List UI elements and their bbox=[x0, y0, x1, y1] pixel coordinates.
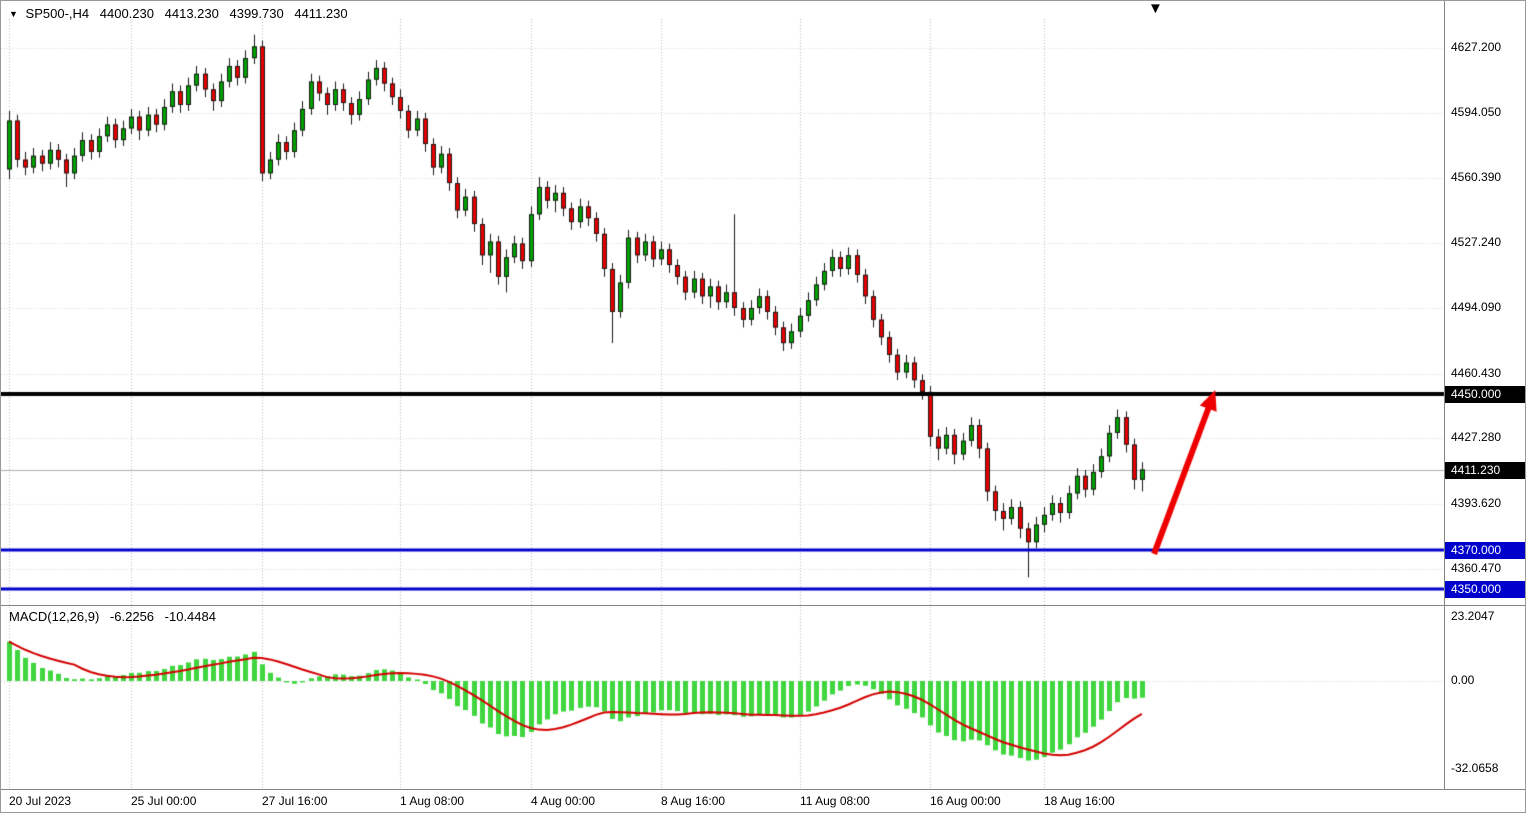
price-tick-label: 4560.390 bbox=[1451, 170, 1502, 185]
indicator-name: MACD(12,26,9) bbox=[9, 609, 100, 624]
indicator-signal-value: -10.4484 bbox=[164, 609, 216, 624]
price-tick-label: 4360.470 bbox=[1451, 560, 1502, 575]
price-tick-label: 4427.280 bbox=[1451, 430, 1502, 445]
indicator-macd-value: -6.2256 bbox=[109, 609, 155, 624]
time-axis-label: 8 Aug 16:00 bbox=[661, 794, 726, 808]
time-axis-label: 11 Aug 08:00 bbox=[800, 794, 870, 808]
price-tick-label: 4494.090 bbox=[1451, 299, 1502, 314]
symbol-dropdown-icon[interactable]: ▼ bbox=[9, 9, 18, 19]
price-tick-label: 4594.050 bbox=[1451, 104, 1502, 119]
time-axis-label: 18 Aug 16:00 bbox=[1044, 794, 1115, 808]
ohlc-high-value: 4413.230 bbox=[164, 6, 219, 21]
macd-tick-label: -32.0658 bbox=[1451, 761, 1499, 776]
time-axis-label: 20 Jul 2023 bbox=[9, 794, 72, 808]
price-tick-label: 4627.200 bbox=[1451, 40, 1502, 54]
chart-info-line: ▼ SP500-,H4 4400.230 4413.230 4399.730 4… bbox=[9, 6, 348, 21]
price-tick-label: 4460.430 bbox=[1451, 365, 1502, 380]
price-tick-label: 4527.240 bbox=[1451, 235, 1502, 250]
indicator-label: MACD(12,26,9) -6.2256 -10.4484 bbox=[9, 609, 223, 624]
time-axis-label: 27 Jul 16:00 bbox=[262, 794, 328, 808]
time-axis-separator bbox=[1, 789, 1525, 790]
symbol-period-label: SP500-,H4 bbox=[25, 6, 90, 21]
panel-separator[interactable] bbox=[1, 605, 1525, 606]
price-scale-separator bbox=[1444, 1, 1445, 789]
macd-tick-label: 23.2047 bbox=[1451, 609, 1495, 624]
time-axis-label: 25 Jul 00:00 bbox=[131, 794, 197, 808]
ohlc-close-value: 4411.230 bbox=[294, 6, 348, 21]
current-price-tag: 4411.230 bbox=[1445, 461, 1525, 479]
macd-tick-label: 0.00 bbox=[1451, 673, 1475, 687]
price-level-tag: 4370.000 bbox=[1445, 542, 1525, 559]
price-level-tag: 4350.000 bbox=[1445, 581, 1525, 599]
time-axis-label: 1 Aug 08:00 bbox=[400, 794, 465, 808]
ohlc-low-value: 4399.730 bbox=[229, 6, 284, 21]
price-level-tag: 4450.000 bbox=[1445, 385, 1525, 403]
price-axis[interactable]: 4627.200 4594.050 4560.390 4527.240 4494.090… bbox=[1445, 1, 1525, 789]
time-axis-label: 16 Aug 00:00 bbox=[930, 794, 1001, 808]
time-axis-label: 4 Aug 00:00 bbox=[531, 794, 596, 808]
time-axis[interactable]: 20 Jul 2023 25 Jul 00:00 27 Jul 16:00 1 Aug… bbox=[1, 790, 1444, 812]
chart-shift-marker-icon[interactable]: ▼ bbox=[1148, 0, 1163, 17]
ohlc-open-value: 4400.230 bbox=[99, 6, 154, 21]
price-tick-label: 4393.620 bbox=[1451, 495, 1502, 510]
